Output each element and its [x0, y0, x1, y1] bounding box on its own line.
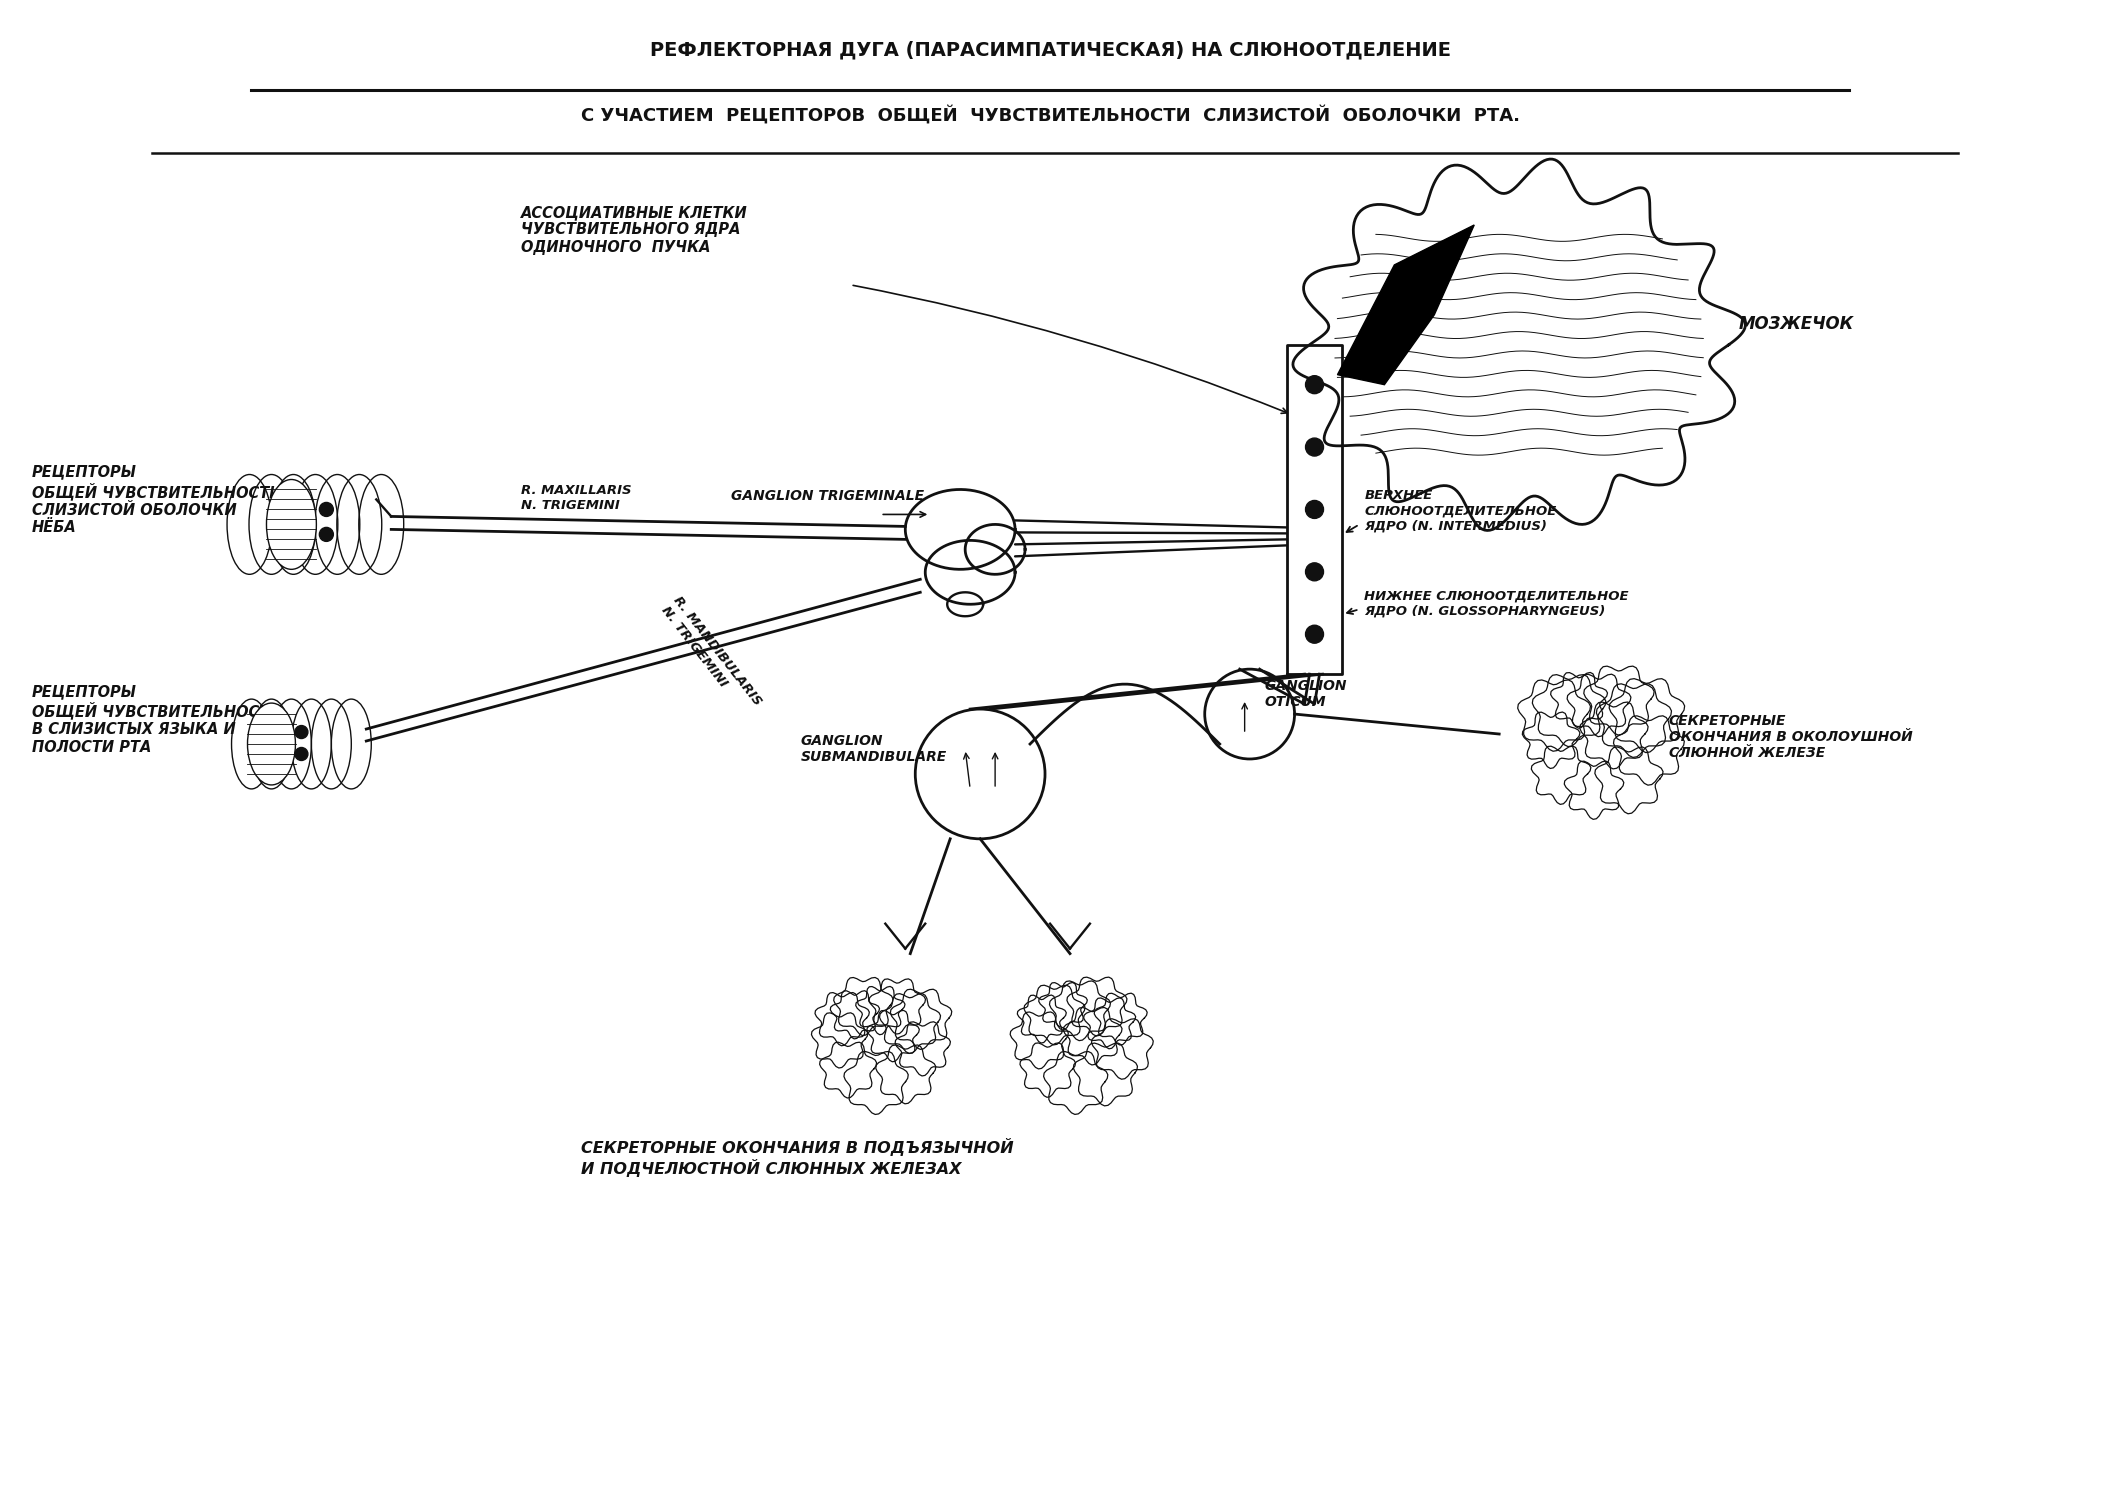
Circle shape [1306, 438, 1323, 456]
Text: АССОЦИАТИВНЫЕ КЛЕТКИ
ЧУВСТВИТЕЛЬНОГО ЯДРА
ОДИНОЧНОГО  ПУЧКА: АССОЦИАТИВНЫЕ КЛЕТКИ ЧУВСТВИТЕЛЬНОГО ЯДР… [522, 205, 748, 255]
Circle shape [1306, 563, 1323, 581]
Text: СЕКРЕТОРНЫЕ ОКОНЧАНИЯ В ПОДЪЯЗЫЧНОЙ
И ПОДЧЕЛЮСТНОЙ СЛЮННЫХ ЖЕЛЕЗАХ: СЕКРЕТОРНЫЕ ОКОНЧАНИЯ В ПОДЪЯЗЫЧНОЙ И ПО… [581, 1138, 1014, 1177]
Ellipse shape [266, 480, 317, 569]
Circle shape [1306, 375, 1323, 393]
Text: С УЧАСТИЕМ  РЕЦЕПТОРОВ  ОБЩЕЙ  ЧУВСТВИТЕЛЬНОСТИ  СЛИЗИСТОЙ  ОБОЛОЧКИ  РТА.: С УЧАСТИЕМ РЕЦЕПТОРОВ ОБЩЕЙ ЧУВСТВИТЕЛЬН… [581, 105, 1519, 124]
Text: РЕФЛЕКТОРНАЯ ДУГА (ПАРАСИМПАТИЧЕСКАЯ) НА СЛЮНООТДЕЛЕНИЕ: РЕФЛЕКТОРНАЯ ДУГА (ПАРАСИМПАТИЧЕСКАЯ) НА… [649, 40, 1450, 60]
Text: РЕЦЕПТОРЫ
ОБЩЕЙ ЧУВСТВИТЕЛЬНОСТИ
СЛИЗИСТОЙ ОБОЛОЧКИ
НЁБА: РЕЦЕПТОРЫ ОБЩЕЙ ЧУВСТВИТЕЛЬНОСТИ СЛИЗИСТ… [32, 465, 281, 535]
Text: МОЗЖЕЧОК: МОЗЖЕЧОК [1739, 315, 1853, 333]
Circle shape [1306, 624, 1323, 644]
Text: ВЕРХНЕЕ
СЛЮНООТДЕЛИТЕЛЬНОЕ
ЯДРО (N. INTERMEDIUS): ВЕРХНЕЕ СЛЮНООТДЕЛИТЕЛЬНОЕ ЯДРО (N. INTE… [1365, 490, 1557, 532]
Text: GANGLION
OTICUM: GANGLION OTICUM [1264, 680, 1348, 710]
Circle shape [296, 747, 308, 760]
Text: GANGLION TRIGEMINALE: GANGLION TRIGEMINALE [731, 490, 923, 503]
Text: СЕКРЕТОРНЫЕ
ОКОНЧАНИЯ В ОКОЛОУШНОЙ
СЛЮННОЙ ЖЕЛЕЗЕ: СЕКРЕТОРНЫЕ ОКОНЧАНИЯ В ОКОЛОУШНОЙ СЛЮНН… [1669, 714, 1912, 760]
Text: R. MAXILLARIS
N. TRIGEMINI: R. MAXILLARIS N. TRIGEMINI [522, 484, 632, 512]
Text: НИЖНЕЕ СЛЮНООТДЕЛИТЕЛЬНОЕ
ЯДРО (N. GLOSSOPHARYNGEUS): НИЖНЕЕ СЛЮНООТДЕЛИТЕЛЬНОЕ ЯДРО (N. GLOSS… [1365, 589, 1629, 617]
Text: GANGLION
SUBMANDIBULARE: GANGLION SUBMANDIBULARE [801, 734, 947, 765]
Polygon shape [1338, 226, 1475, 384]
Text: РЕЦЕПТОРЫ
ОБЩЕЙ ЧУВСТВИТЕЛЬНОСТИ
В СЛИЗИСТЫХ ЯЗЫКА И
ПОЛОСТИ РТА: РЕЦЕПТОРЫ ОБЩЕЙ ЧУВСТВИТЕЛЬНОСТИ В СЛИЗИ… [32, 684, 281, 754]
Circle shape [319, 527, 334, 541]
Circle shape [319, 502, 334, 517]
Circle shape [296, 726, 308, 738]
Circle shape [1306, 500, 1323, 518]
Ellipse shape [247, 704, 296, 784]
Text: R. MANDIBULARIS
N. TRIGEMINI: R. MANDIBULARIS N. TRIGEMINI [659, 595, 763, 717]
